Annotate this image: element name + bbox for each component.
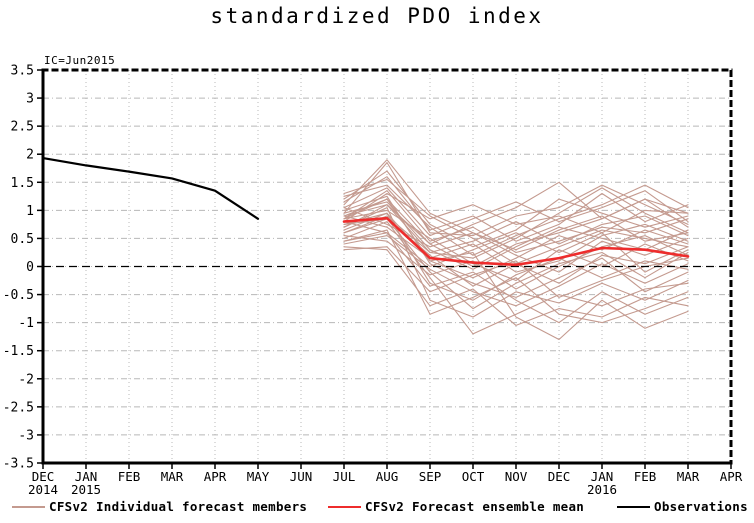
x-tick-label: FEB [118,469,141,484]
x-tick-label: DEC [32,469,55,484]
y-tick-label: -1 [18,316,34,331]
members-line-swatch [12,505,45,508]
y-tick-label: 1 [26,204,34,219]
ensemble-member-line [343,190,689,254]
ensemble-member-line [343,162,689,237]
x-tick-label: MAY [247,469,270,484]
ensemble-member-line [343,198,689,268]
legend-label-mean: CFSv2 Forecast ensemble mean [365,499,585,514]
y-tick-label: 2 [26,148,34,163]
ensemble-member-line [343,221,689,335]
ensemble-member-line [343,176,689,242]
x-tick-label: DEC [548,469,571,484]
x-tick-year-label: 2015 [71,482,101,497]
ensemble-member-line [343,215,689,254]
chart-legend: CFSv2 Individual forecast members CFSv2 … [0,499,754,519]
x-tick-year-label: 2014 [28,482,58,497]
y-tick-label: -0.5 [3,288,34,303]
y-tick-label: -3.5 [3,457,34,472]
ensemble-member-line [343,170,689,248]
y-tick-label: -3 [18,428,34,443]
y-tick-label: -1.5 [3,344,34,359]
y-tick-label: 0.5 [11,232,34,247]
x-tick-label: SEP [419,469,442,484]
mean-line-swatch [328,505,361,508]
x-tick-label: AUG [376,469,399,484]
ensemble-member-line [343,235,689,290]
legend-item-members: CFSv2 Individual forecast members [12,499,307,514]
chart-title: standardized PDO index [210,4,544,28]
y-tick-label: 2.5 [11,120,34,135]
y-tick-label: 1.5 [11,176,34,191]
observations-line-swatch [617,505,650,508]
ensemble-member-line [343,218,689,310]
legend-label-members: CFSv2 Individual forecast members [49,499,308,514]
y-tick-label: -2 [18,372,34,387]
ensemble-member-line [343,195,689,298]
x-tick-label: APR [720,469,743,484]
x-tick-label: JUN [290,469,313,484]
ensemble-member-line [343,184,689,256]
ensemble-member-line [343,192,689,234]
x-tick-label: JUL [333,469,356,484]
x-tick-label: FEB [634,469,657,484]
x-tick-label: NOV [505,469,528,484]
ensemble-member-line [343,232,689,273]
legend-item-mean: CFSv2 Forecast ensemble mean [328,499,584,514]
x-tick-label: JAN [591,469,614,484]
x-tick-label: OCT [462,469,485,484]
x-tick-label: MAR [161,469,184,484]
ensemble-member-line [343,209,689,282]
legend-item-observations: Observations [617,499,748,514]
ensemble-member-line [343,235,689,307]
y-tick-label: 3 [26,92,34,107]
y-tick-label: -2.5 [3,400,34,415]
x-tick-year-label: 2016 [587,482,617,497]
ensemble-member-line [343,246,689,298]
ensemble-member-line [343,212,689,341]
ensemble-mean-line [342,216,690,267]
ensemble-member-line [343,187,689,259]
ensemble-member-line [343,221,689,324]
initial-condition-label: IC=Jun2015 [44,54,116,67]
ensemble-member-line [343,229,689,324]
y-tick-label: 3.5 [11,64,34,79]
x-tick-label: JAN [75,469,98,484]
x-tick-label: APR [204,469,227,484]
ensemble-member-line [343,246,689,326]
ensemble-member-line [343,159,689,251]
y-tick-label: 0 [26,260,34,275]
ensemble-member-line [343,187,689,237]
x-tick-label: MAR [677,469,700,484]
legend-label-observations: Observations [654,499,748,514]
observations-line [41,157,260,220]
